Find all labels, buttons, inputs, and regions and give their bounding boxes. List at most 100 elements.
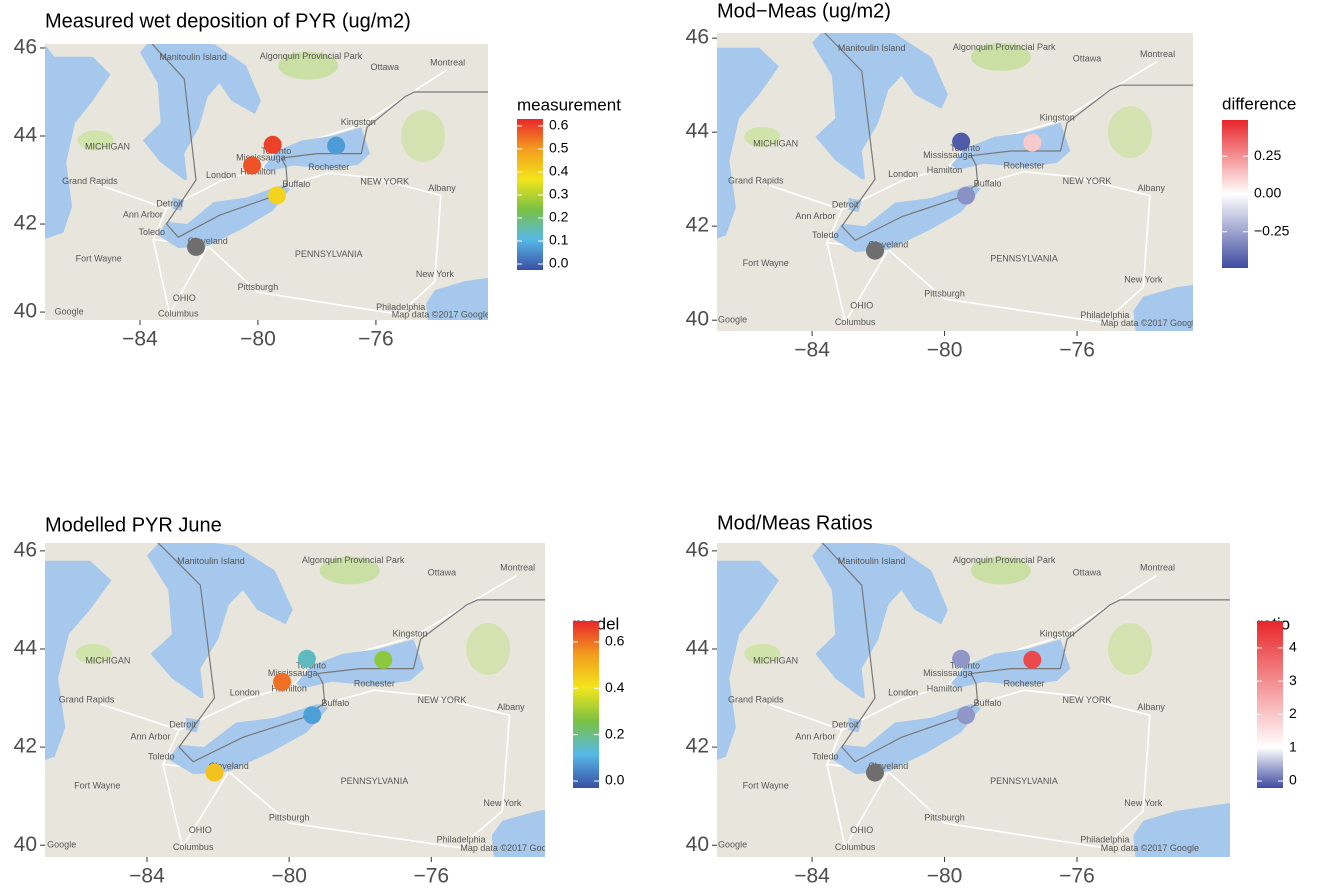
- point: [187, 238, 205, 256]
- map-label: Ann Arbor: [131, 732, 171, 742]
- x-tick-label: −80: [271, 865, 307, 888]
- point: [243, 156, 261, 174]
- map-label: Kingston: [1040, 112, 1075, 122]
- map-label: New York: [416, 269, 455, 279]
- point: [374, 651, 392, 669]
- point: [866, 242, 884, 260]
- basemap: TorontoMississaugaHamiltonBuffaloRochest…: [696, 526, 1243, 870]
- map-label: Algonquin Provincial Park: [953, 555, 1056, 565]
- map-label: Detroit: [169, 719, 196, 729]
- map-label: Hamilton: [927, 165, 963, 175]
- map-label: Google: [47, 840, 76, 850]
- basemap: TorontoMississaugaHamiltonBuffaloRochest…: [23, 526, 609, 870]
- map-label: NEW YORK: [1063, 695, 1112, 705]
- point: [303, 706, 321, 724]
- colorbar-label: 0.4: [605, 679, 625, 695]
- basemap: TorontoMississaugaHamiltonBuffaloRochest…: [696, 15, 1243, 344]
- y-tick-label: 44: [686, 120, 710, 143]
- park: [1108, 106, 1152, 158]
- map-label: London: [888, 169, 918, 179]
- x-tick-label: −80: [240, 328, 276, 351]
- map-label: Montreal: [1140, 562, 1175, 572]
- map-label: NEW YORK: [1063, 176, 1112, 186]
- map-label: Columbus: [835, 317, 876, 327]
- y-tick-label: 44: [14, 637, 38, 660]
- land: [717, 33, 1193, 331]
- y-tick-label: 40: [686, 833, 709, 856]
- map-label: Rochester: [1003, 679, 1044, 689]
- map-label: Fort Wayne: [743, 781, 789, 791]
- map-label: Albany: [1137, 183, 1165, 193]
- map-label: Buffalo: [282, 179, 310, 189]
- map-label: Rochester: [1004, 160, 1045, 170]
- y-tick-label: 44: [686, 637, 710, 660]
- y-tick-label: 40: [14, 833, 37, 856]
- map-label: Fort Wayne: [76, 254, 122, 264]
- map-label: New York: [1124, 275, 1163, 285]
- y-tick-label: 42: [686, 214, 709, 237]
- map-label: Columbus: [173, 842, 214, 852]
- map-label: Pittsburgh: [924, 813, 965, 823]
- colorbar-label: 0.3: [549, 186, 569, 202]
- point: [327, 137, 345, 155]
- point: [957, 706, 975, 724]
- map-label: Algonquin Provincial Park: [302, 555, 405, 565]
- y-tick-label: 46: [686, 26, 709, 49]
- map-label: Pittsburgh: [238, 282, 279, 292]
- map-label: NEW YORK: [418, 695, 467, 705]
- map-label: MICHIGAN: [85, 141, 130, 151]
- colorbar-label: 4: [1289, 639, 1297, 655]
- map-label: Kingston: [1040, 629, 1075, 639]
- map-label: Algonquin Provincial Park: [260, 51, 363, 61]
- map-label: OHIO: [850, 825, 873, 835]
- map-label: Toledo: [139, 227, 166, 237]
- x-tick-label: −76: [358, 328, 394, 351]
- map-label: Mississauga: [236, 152, 286, 162]
- map-label: Ottawa: [428, 567, 457, 577]
- map-label: Toledo: [148, 751, 175, 761]
- colorbar-label: 2: [1289, 705, 1297, 721]
- map-label: PENNSYLVANIA: [295, 249, 363, 259]
- colorbar-label: 3: [1289, 672, 1297, 688]
- panel-title: Mod/Meas Ratios: [717, 512, 873, 534]
- x-tick-label: −84: [794, 339, 830, 362]
- map-label: Montreal: [430, 58, 465, 68]
- point: [264, 136, 282, 154]
- x-tick-label: −80: [927, 865, 963, 888]
- map-label: Albany: [428, 183, 456, 193]
- colorbar: [1257, 621, 1283, 788]
- map-label: Columbus: [158, 309, 199, 319]
- colorbar-label: 0.4: [549, 163, 569, 179]
- map-label: London: [230, 688, 260, 698]
- panel-title: Mod−Meas (ug/m2): [717, 0, 891, 22]
- y-tick-label: 42: [686, 735, 709, 758]
- map-label: London: [206, 170, 236, 180]
- legend-title: difference: [1222, 94, 1296, 113]
- colorbar-label: 0: [1289, 772, 1297, 788]
- point: [952, 133, 970, 151]
- y-tick-label: 40: [686, 308, 709, 331]
- map-label: Kingston: [392, 629, 427, 639]
- map-label: Map data ©2017 Google: [1101, 318, 1199, 328]
- map-label: PENNSYLVANIA: [990, 253, 1058, 263]
- y-tick-label: 46: [14, 36, 37, 59]
- point: [206, 764, 224, 782]
- colorbar-label: −0.25: [1254, 222, 1290, 238]
- map-label: Pittsburgh: [924, 289, 965, 299]
- x-tick-label: −84: [122, 328, 158, 351]
- y-tick-label: 46: [686, 538, 709, 561]
- colorbar-label: 0.2: [605, 725, 625, 741]
- map-label: Manitoulin Island: [838, 43, 906, 53]
- figure: TorontoMississaugaHamiltonBuffaloRochest…: [0, 0, 1322, 891]
- land: [45, 543, 545, 857]
- basemap: TorontoMississaugaHamiltonBuffaloRochest…: [37, 26, 524, 334]
- x-tick-label: −76: [413, 865, 449, 888]
- map-label: Mississauga: [923, 668, 973, 678]
- map-label: OHIO: [173, 293, 196, 303]
- map-label: London: [888, 688, 918, 698]
- x-tick-label: −76: [1059, 339, 1095, 362]
- map-label: Toledo: [812, 230, 839, 240]
- map-label: MICHIGAN: [753, 138, 798, 148]
- map-label: Map data ©2017 Google: [392, 310, 490, 320]
- colorbar-label: 0.6: [605, 633, 625, 649]
